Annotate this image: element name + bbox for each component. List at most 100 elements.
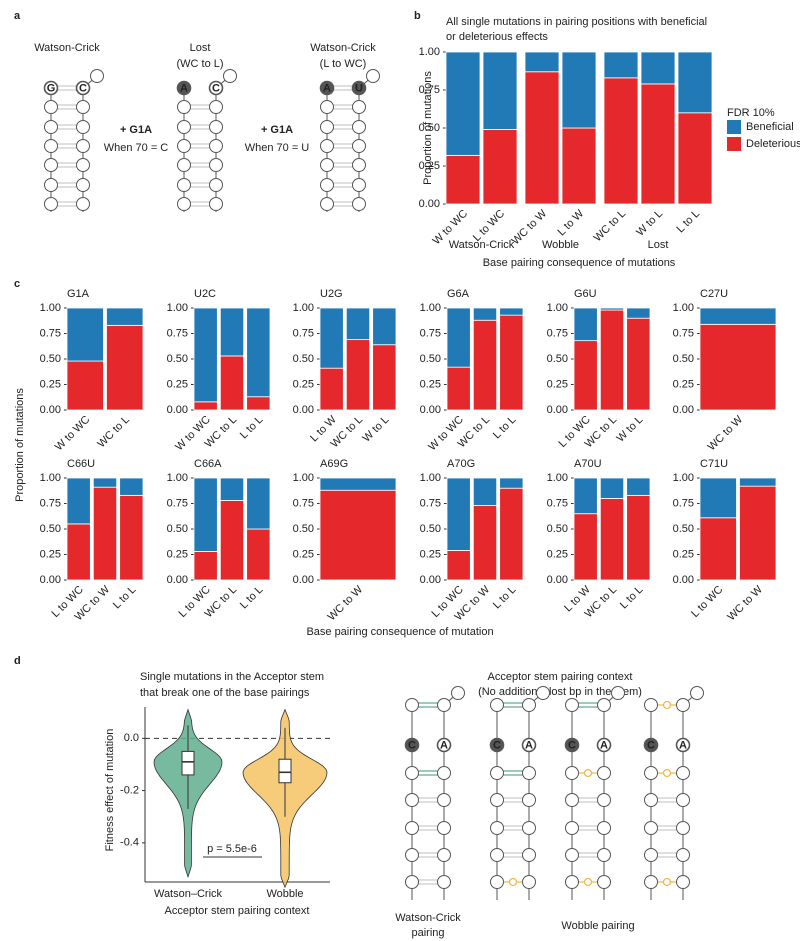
y-tick-label: 1.00 — [420, 472, 441, 484]
x-tick-label: Watson–Crick — [154, 888, 223, 900]
caption: Watson-Crick — [395, 912, 461, 924]
diagram-title: (L to WC) — [320, 58, 367, 70]
y-tick-label: 0.25 — [293, 548, 314, 560]
bar-segment — [472, 477, 498, 506]
bar-segment — [699, 323, 777, 411]
nucleotide — [76, 158, 90, 172]
mutation-annotation: When 70 = U — [245, 142, 310, 154]
nucleotide — [405, 766, 419, 780]
y-tick-label: 0.50 — [167, 353, 188, 365]
y-tick-label: 1.00 — [40, 302, 61, 314]
bar-segment — [219, 355, 245, 411]
bar-segment — [499, 477, 524, 489]
nucleotide — [437, 766, 451, 780]
nucleotide — [436, 737, 452, 753]
bar-segment — [372, 344, 397, 411]
nucleotide-letter: A — [323, 82, 331, 94]
y-tick-label: 1.00 — [167, 472, 188, 484]
x-tick-label: WC to W — [725, 583, 765, 623]
chart-title: All single mutations in pairing position… — [446, 16, 707, 28]
nucleotide — [437, 875, 451, 889]
diagram-title: Lost — [190, 42, 211, 54]
y-tick-label: 1.00 — [40, 472, 61, 484]
bar-segment — [699, 517, 737, 581]
y-tick-label: 0.00 — [420, 574, 441, 586]
bar-segment — [445, 51, 481, 156]
y-tick-label: 0.25 — [673, 548, 694, 560]
nucleotide — [44, 120, 58, 134]
wobble-dot — [662, 768, 672, 778]
bar-segment — [193, 477, 218, 552]
y-tick-label: 1.00 — [547, 472, 568, 484]
x-tick-label: L to L — [238, 414, 266, 442]
nucleotide — [565, 821, 579, 835]
y-tick-label: 0.50 — [167, 523, 188, 535]
p-value: p = 5.5e-6 — [207, 843, 257, 855]
y-tick-label: 0.00 — [547, 574, 568, 586]
bar-segment — [573, 307, 598, 342]
nucleotide — [405, 821, 419, 835]
y-tick-label: 1.00 — [293, 472, 314, 484]
bar-segment — [677, 51, 713, 114]
bar-segment — [219, 307, 245, 357]
y-tick-label: 0.25 — [40, 548, 61, 560]
bar-segment — [603, 77, 639, 205]
y-tick-label: 0.50 — [420, 353, 441, 365]
bar-segment — [92, 477, 118, 488]
y-tick-label: 0.50 — [420, 523, 441, 535]
bar-segment — [446, 307, 471, 368]
x-tick-label: L to WC — [689, 584, 725, 620]
stem-loop-node — [611, 686, 625, 700]
stem-loop-node — [451, 686, 465, 700]
nucleotide-letter: C — [647, 739, 655, 751]
y-tick-label: 0.50 — [293, 353, 314, 365]
nucleotide — [565, 875, 579, 889]
bar-segment — [319, 477, 397, 491]
y-tick-label: 0.75 — [420, 327, 441, 339]
bar-segment — [599, 477, 625, 499]
legend-label: Beneficial — [746, 121, 794, 133]
nucleotide — [208, 80, 224, 96]
bar-segment — [482, 51, 518, 130]
bar-segment — [573, 340, 598, 411]
chart-title: U2C — [194, 288, 216, 300]
nucleotide-letter: C — [79, 82, 87, 94]
nucleotide — [597, 821, 611, 835]
nucleotide — [177, 158, 191, 172]
nucleotide — [44, 100, 58, 114]
bar-segment — [561, 51, 597, 129]
bar-segment — [573, 477, 598, 515]
nucleotide — [522, 698, 536, 712]
stem-loop-node — [90, 69, 104, 83]
y-tick-label: -0.2 — [120, 784, 139, 796]
bar-segment — [699, 477, 737, 519]
y-tick-label: 1.00 — [673, 472, 694, 484]
x-tick-label: L to L — [675, 208, 703, 236]
nucleotide — [352, 178, 366, 192]
nucleotide — [522, 793, 536, 807]
nucleotide — [320, 178, 334, 192]
nucleotide-letter: C — [493, 739, 501, 751]
nucleotide — [437, 698, 451, 712]
chart-title: A70G — [447, 458, 475, 470]
y-tick-label: 0.50 — [419, 122, 440, 134]
box — [278, 758, 292, 784]
nucleotide — [76, 100, 90, 114]
y-tick-label: 0.00 — [40, 574, 61, 586]
chart-title: C66A — [194, 458, 222, 470]
y-tick-label: 0.50 — [673, 523, 694, 535]
x-axis-title: Base pairing consequence of mutations — [483, 257, 676, 269]
panel-label: c — [14, 278, 20, 290]
y-tick-label: 0.50 — [547, 523, 568, 535]
bar-segment — [319, 367, 344, 411]
x-tick-label: WC to W — [326, 583, 366, 623]
nucleotide — [644, 875, 658, 889]
nucleotide — [405, 875, 419, 889]
x-tick-label: L to L — [238, 584, 266, 612]
nucleotide — [644, 848, 658, 862]
bar-segment — [193, 401, 218, 411]
bar-segment — [446, 366, 471, 411]
stem-loop-node — [366, 69, 380, 83]
nucleotide — [44, 197, 58, 211]
y-tick-label: 0.00 — [547, 404, 568, 416]
